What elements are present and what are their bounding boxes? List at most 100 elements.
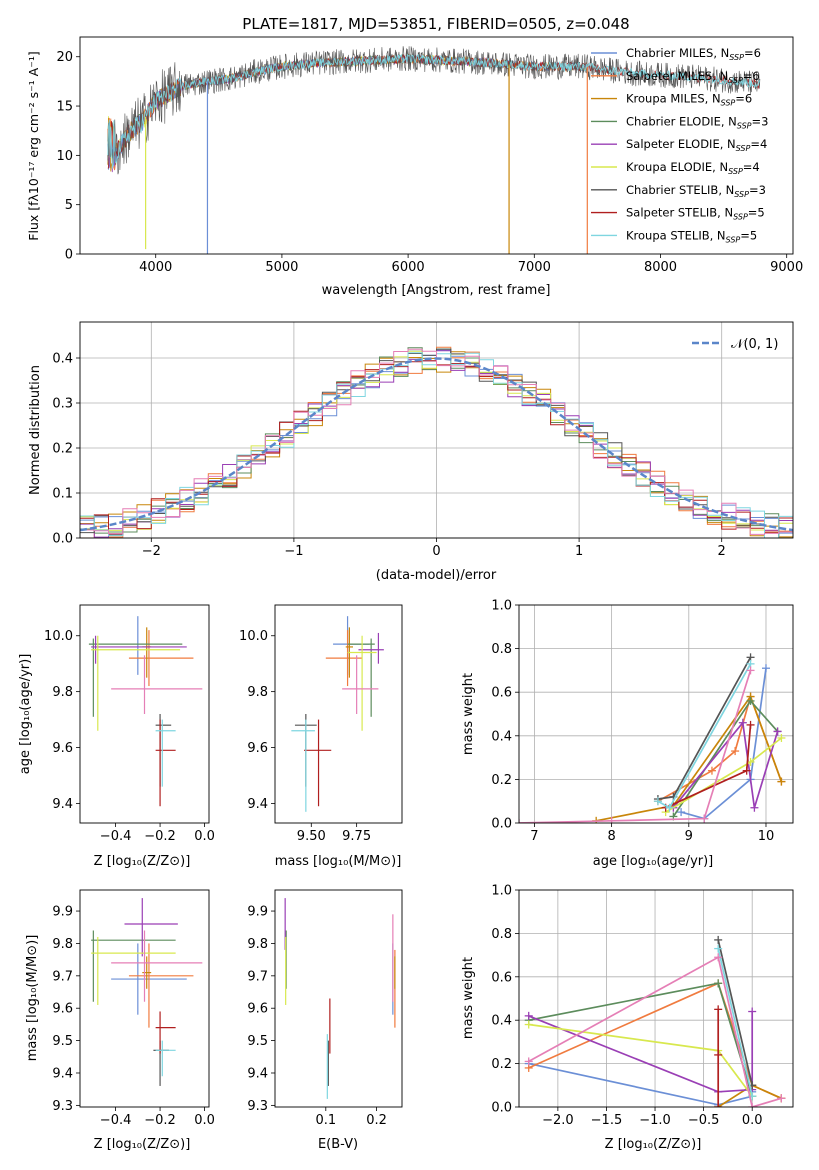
mass-weight-vs-age-ylabel: mass weight: [461, 673, 476, 755]
age-vs-metallicity-xlabel: Z [log₁₀(Z/Z⊙)]: [94, 854, 191, 869]
x-tick-label: 7: [530, 829, 538, 844]
x-tick-label: 7000: [518, 260, 551, 275]
legend-subscript: SSP: [734, 190, 749, 199]
mass-weight-series: [717, 948, 754, 1097]
age-vs-metallicity-plot: −0.4 −0.2 0.0 9.4 9.6 9.8 10.0: [44, 604, 215, 844]
y-tick-label: 9.4: [247, 797, 268, 812]
y-tick-label: 9.9: [247, 905, 268, 920]
x-tick-label: 9.50: [297, 829, 326, 844]
clipped-content: [80, 346, 793, 538]
clipped-content: [88, 616, 203, 807]
y-tick-label: 0.8: [491, 927, 512, 942]
x-tick-label: 2: [718, 544, 726, 559]
x-tick-label: −2: [142, 544, 161, 559]
legend-subscript: SSP: [728, 167, 743, 176]
x-tick-label: −1.0: [639, 1113, 671, 1128]
y-tick-label: 0.4: [491, 729, 512, 744]
spectrum-series: [107, 46, 761, 175]
spectrum-legend: Chabrier MILES, NSSP=6 Salpeter MILES, NS…: [591, 46, 768, 244]
y-tick-label: 20: [56, 50, 73, 65]
x-tick-label: 9.75: [342, 829, 371, 844]
x-tick-label: 9: [685, 829, 693, 844]
mass-weight-vs-age-plot: 7 8 9 10 0.0 0.2 0.4 0.6 0.8 1.0: [491, 599, 794, 844]
y-tick-label: 9.6: [247, 741, 268, 756]
x-tick-label: 1: [575, 544, 583, 559]
legend-label: Salpeter ELODIE, NSSP=4: [626, 137, 767, 153]
x-tick-label: −0.4: [100, 1113, 132, 1128]
y-tick-label: 0.6: [491, 686, 512, 701]
legend-count: =3: [752, 114, 769, 128]
y-tick-label: 9.4: [52, 797, 73, 812]
mass-weight-series: [596, 694, 783, 822]
clipped-content: [524, 935, 786, 1107]
gaussian-legend-label: 𝒩(0, 1): [731, 337, 778, 352]
mass-vs-extinction-plot: 0.1 0.2 9.3 9.4 9.5 9.6 9.7 9.8 9.9: [247, 889, 403, 1128]
x-tick-label: 0.0: [194, 1113, 215, 1128]
spectrum-series: [107, 54, 510, 173]
legend-label: Kroupa STELIB, NSSP=5: [626, 228, 757, 244]
mass-vs-extinction-xlabel: E(B-V): [318, 1137, 358, 1152]
y-tick-label: 9.6: [247, 1002, 268, 1017]
y-tick-label: 9.6: [52, 1002, 73, 1017]
mass-weight-series: [528, 956, 782, 1107]
residual-ylabel: Normed distribution: [28, 365, 43, 495]
legend-count: =4: [750, 137, 767, 151]
axes-frame: [274, 889, 403, 1108]
y-tick-label: 9.7: [247, 969, 268, 984]
y-tick-label: 9.8: [52, 937, 73, 952]
legend-subscript: SSP: [728, 76, 743, 85]
y-tick-label: 0.0: [52, 532, 73, 547]
y-tick-label: 9.4: [247, 1066, 268, 1081]
axes-frame: [79, 36, 794, 255]
y-tick-label: 9.8: [247, 937, 268, 952]
legend-subscript: SSP: [737, 121, 752, 130]
y-tick-label: 0.0: [491, 1101, 512, 1116]
spectrum-ylabel: Flux [fλ10⁻¹⁷ erg cm⁻² s⁻¹ A⁻¹]: [26, 51, 41, 240]
y-tick-label: 0.2: [52, 442, 73, 457]
axes-frame: [518, 604, 794, 824]
y-tick-label: 10.0: [239, 629, 268, 644]
clipped-content: [291, 616, 384, 812]
x-tick-label: −2.0: [542, 1113, 574, 1128]
y-tick-label: 1.0: [491, 884, 512, 899]
legend-label: Salpeter MILES, NSSP=6: [626, 69, 760, 85]
legend-label: Chabrier STELIB, NSSP=3: [626, 183, 766, 199]
legend-label: Chabrier MILES, NSSP=6: [626, 46, 761, 62]
mass-weight-vs-metallicity-xlabel: Z [log₁₀(Z/Z⊙)]: [605, 1137, 702, 1152]
axes-frame: [274, 604, 403, 824]
y-tick-label: 9.9: [52, 905, 73, 920]
x-tick-label: −0.4: [100, 829, 132, 844]
residual-histogram: [80, 350, 793, 534]
clipped-content: [519, 653, 786, 823]
axes-age-vs-mass: 9.50 9.75 9.4 9.6 9.8 10.0: [239, 629, 371, 844]
residual-plot-area: −2 −1 0 1 2 0.0 0.1 0.2 0.3 0.4: [52, 321, 794, 559]
mass-weight-series: [519, 670, 752, 823]
axes-mass-vs-ebv: 0.1 0.2 9.3 9.4 9.5 9.6 9.7 9.8 9.9: [247, 905, 387, 1128]
mass-weight-series: [672, 720, 779, 809]
y-tick-label: 9.5: [247, 1034, 268, 1049]
residual-legend: 𝒩(0, 1): [692, 337, 778, 352]
axes-age-vs-Z: −0.4 −0.2 0.0 9.4 9.6 9.8 10.0: [44, 629, 215, 844]
legend-count: =5: [740, 228, 757, 242]
x-tick-label: 0.1: [315, 1113, 336, 1128]
legend-count: =4: [743, 160, 760, 174]
clipped-content: [284, 898, 396, 1099]
x-tick-label: 5000: [265, 260, 298, 275]
spectrum-series: [107, 53, 761, 169]
mass-vs-metallicity-xlabel: Z [log₁₀(Z/Z⊙)]: [94, 1137, 191, 1152]
x-tick-label: 8: [607, 829, 615, 844]
legend-subscript: SSP: [733, 213, 748, 222]
y-tick-label: 0: [65, 248, 73, 263]
mass-vs-metallicity-plot: −0.4 −0.2 0.0 9.3 9.4 9.5 9.6 9.7 9.8 9.9: [52, 889, 215, 1128]
y-tick-label: 0.0: [491, 817, 512, 832]
y-tick-label: 15: [56, 100, 73, 115]
residual-panel: −2 −1 0 1 2 0.0 0.1 0.2 0.3 0.4 (data-model)/erro…: [28, 321, 794, 583]
age-vs-metallicity-ylabel: age [log₁₀(age/yr)]: [18, 654, 33, 775]
mass-vs-metallicity-ylabel: mass [log₁₀(M/M⊙)]: [25, 935, 40, 1062]
legend-subscript: SSP: [726, 235, 741, 244]
legend-count: =3: [749, 183, 766, 197]
axes-frame: [79, 889, 210, 1108]
x-tick-label: −1.5: [591, 1113, 623, 1128]
spectrum-title: PLATE=1817, MJD=53851, FIBERID=0505, z=0…: [242, 15, 629, 33]
